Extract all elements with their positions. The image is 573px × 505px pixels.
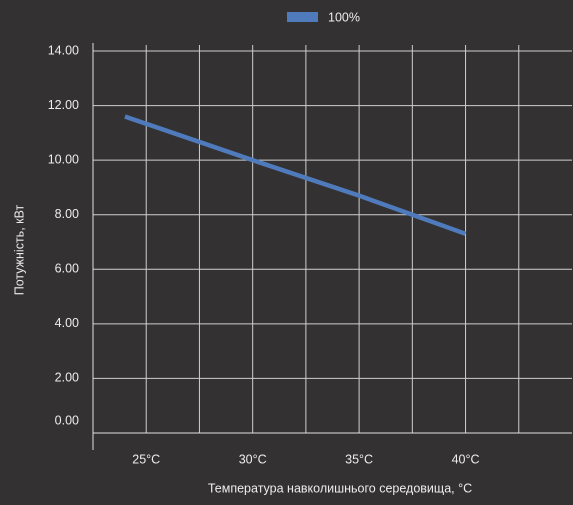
x-tick-label: 30°C: [239, 452, 267, 466]
legend-label: 100%: [328, 10, 360, 24]
x-tick-label: 35°C: [345, 452, 373, 466]
y-tick-label: 2.00: [55, 371, 79, 385]
y-tick-label: 8.00: [55, 207, 79, 221]
legend-swatch: [287, 12, 318, 22]
y-tick-label: 14.00: [48, 43, 79, 57]
x-axis-title: Температура навколишнього середовища, °C: [208, 481, 472, 495]
data-line: [124, 114, 467, 236]
y-tick-label: 0.00: [55, 413, 79, 427]
y-axis-title: Потужність, кВт: [12, 204, 26, 295]
y-tick-label: 10.00: [48, 152, 79, 166]
y-tick-label: 12.00: [48, 98, 79, 112]
x-tick-label: 40°C: [452, 452, 480, 466]
x-tick-label: 25°C: [132, 452, 160, 466]
y-tick-label: 4.00: [55, 316, 79, 330]
y-tick-label: 6.00: [55, 262, 79, 276]
